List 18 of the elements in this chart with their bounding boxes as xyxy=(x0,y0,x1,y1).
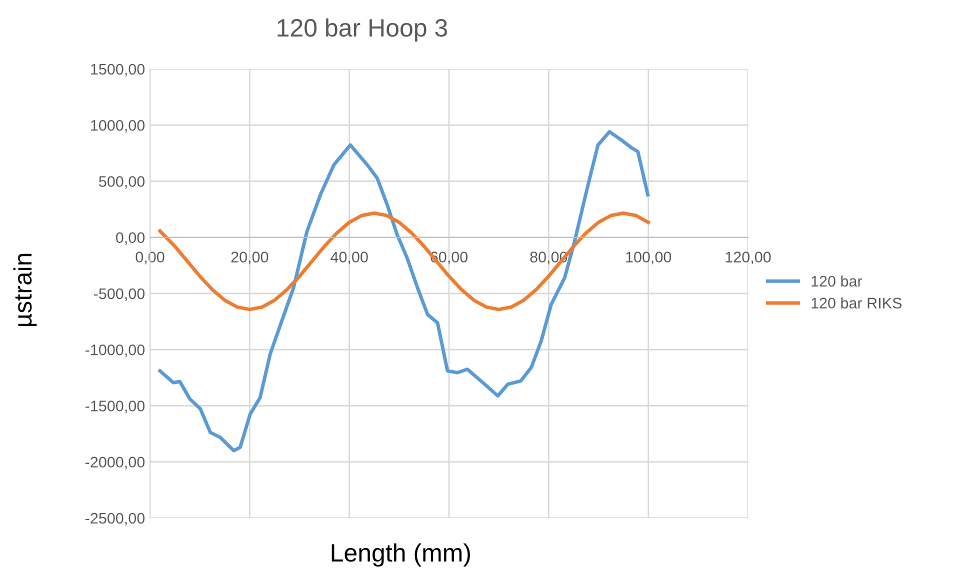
x-tick-label: 100,00 xyxy=(626,252,672,264)
y-tick-label: 0,00 xyxy=(116,232,145,245)
y-tick-label: -2000,00 xyxy=(86,456,145,470)
y-tick-label: 1000,00 xyxy=(91,120,145,133)
chart-title: 120 bar Hoop 3 xyxy=(278,18,448,42)
legend-label: 120 bar RIKS xyxy=(812,297,902,309)
y-axis-title: µstrain xyxy=(13,254,37,326)
y-tick-label: -500,00 xyxy=(94,288,145,301)
x-tick-label: 120,00 xyxy=(726,252,771,264)
y-tick-label: 500,00 xyxy=(99,176,145,189)
x-axis-title: Length (mm) xyxy=(332,543,470,567)
x-tick-label: 40,00 xyxy=(330,252,368,264)
y-tick-label: -2500,00 xyxy=(86,512,145,526)
y-tick-label: -1500,00 xyxy=(86,400,145,414)
legend-label: 120 bar xyxy=(812,275,862,287)
x-tick-label: 20,00 xyxy=(231,252,268,264)
y-tick-label: -1000,00 xyxy=(86,344,145,358)
y-tick-label: 1500,00 xyxy=(91,64,145,76)
